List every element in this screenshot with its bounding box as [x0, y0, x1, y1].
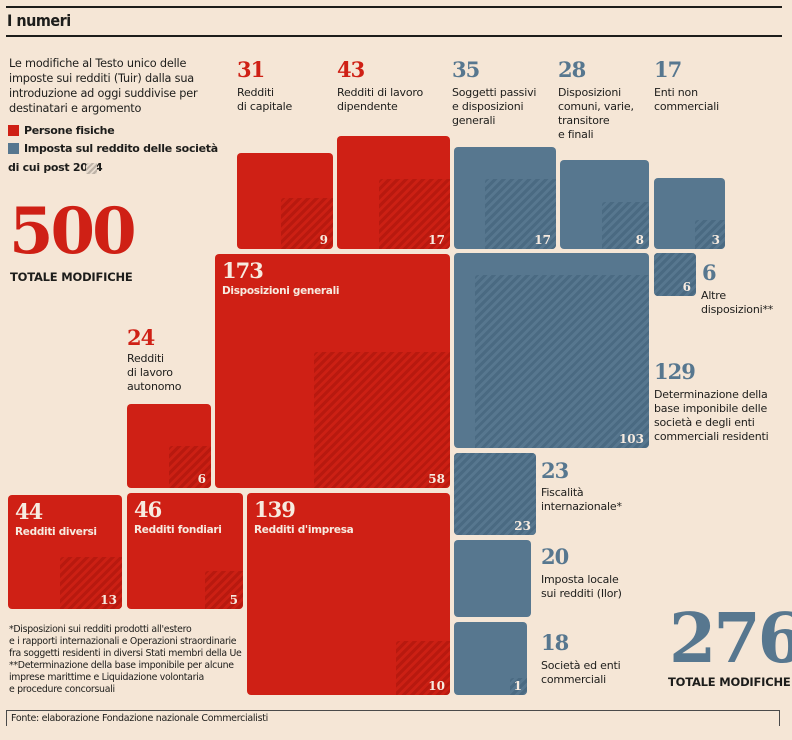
post2004-value: 3: [711, 233, 720, 247]
post2004-value: 103: [618, 432, 644, 446]
ilor-value: 20: [541, 544, 569, 569]
ilor-label: Imposta locale sui redditi (Ilor): [541, 573, 622, 600]
altre-label: Altre disposizioni**: [701, 289, 774, 316]
hatch-post2004: [695, 220, 725, 249]
fondiari-label: Redditi fondiari: [134, 524, 222, 536]
box-redditi-lavoro-dipendente: 17: [337, 136, 450, 249]
fondiari-value: 46: [134, 497, 162, 522]
post2004-value: 17: [534, 233, 551, 247]
total-label-societa: TOTALE MODIFICHE: [668, 675, 791, 689]
post2004-value: 23: [514, 519, 531, 533]
top-rule: [6, 6, 782, 8]
post2004-value: 10: [428, 679, 445, 693]
legend-label: di cui post 2004: [8, 161, 103, 174]
hatch-post2004: [281, 198, 333, 249]
dipendente-value: 43: [337, 57, 365, 82]
capitale-value: 31: [237, 57, 265, 82]
total-label-persone-fisiche: TOTALE MODIFICHE: [10, 270, 133, 284]
post2004-value: 13: [100, 593, 117, 607]
page-title: I numeri: [7, 11, 71, 30]
autonomo-label: Redditi di lavoro autonomo: [127, 352, 182, 393]
box-fiscalita-internazionale: 23: [454, 453, 536, 535]
hatch-post2004: [169, 446, 211, 488]
base-value: 129: [654, 359, 696, 384]
impresa-label: Redditi d'impresa: [254, 524, 354, 536]
post2004-value: 17: [428, 233, 445, 247]
post2004-value: 8: [635, 233, 644, 247]
societa-value: 18: [541, 630, 569, 655]
generali-label: Disposizioni generali: [222, 285, 340, 297]
box-disposizioni-comuni: 8: [560, 160, 649, 249]
box-redditi-fondiari: 46 Redditi fondiari 5: [127, 493, 243, 609]
base-label: Determinazione della base imponibile del…: [654, 388, 769, 443]
dipendente-label: Redditi di lavoro dipendente: [337, 86, 423, 113]
comuni-value: 28: [558, 57, 586, 82]
legend-label: Persone fisiche: [24, 124, 115, 137]
altre-value: 6: [702, 260, 717, 285]
diversi-label: Redditi diversi: [15, 526, 97, 538]
hatch-post2004: [510, 678, 527, 695]
autonomo-value: 24: [127, 325, 155, 350]
box-imposta-locale: [454, 540, 531, 617]
comuni-label: Disposizioni comuni, varie, transitore e…: [558, 86, 634, 141]
box-determinazione-base: 103: [454, 253, 649, 448]
post2004-value: 6: [682, 280, 691, 294]
legend-item-post-2004: di cui post 2004: [8, 161, 103, 174]
post2004-value: 5: [229, 593, 238, 607]
intro-text: Le modifiche al Testo unico delle impost…: [9, 57, 198, 115]
total-persone-fisiche: 500: [9, 194, 137, 269]
footnote: *Disposizioni sui redditi prodotti all'e…: [9, 624, 242, 695]
legend-label: Imposta sul reddito delle società: [24, 142, 218, 155]
enti-label: Enti non commerciali: [654, 86, 720, 113]
hatch-swatch-icon: [86, 163, 98, 174]
box-disposizioni-generali: 173 Disposizioni generali 58: [215, 254, 450, 488]
post2004-value: 1: [513, 679, 522, 693]
post2004-value: 6: [197, 472, 206, 486]
hatch-post2004: [602, 202, 649, 249]
hatch-post2004: [379, 179, 450, 249]
post2004-value: 58: [428, 472, 445, 486]
source-note: Fonte: elaborazione Fondazione nazionale…: [6, 710, 780, 726]
box-redditi-capitale: 9: [237, 153, 333, 249]
impresa-value: 139: [254, 497, 296, 522]
box-redditi-diversi: 44 Redditi diversi 13: [8, 495, 122, 609]
hatch-post2004: [654, 253, 696, 296]
box-societa-enti: 1: [454, 622, 527, 695]
hatch-post2004: [314, 352, 450, 488]
enti-value: 17: [654, 57, 682, 82]
hatch-post2004: [454, 453, 536, 535]
box-soggetti-passivi: 17: [454, 147, 556, 249]
legend-item-societa: Imposta sul reddito delle società: [8, 142, 218, 155]
red-swatch-icon: [8, 125, 19, 136]
hatch-post2004: [205, 571, 243, 609]
title-rule: [6, 35, 782, 37]
hatch-post2004: [60, 557, 122, 609]
fiscalita-label: Fiscalità internazionale*: [541, 486, 622, 513]
total-societa: 276: [669, 599, 792, 679]
legend-item-persone-fisiche: Persone fisiche: [8, 124, 115, 137]
diversi-value: 44: [15, 499, 43, 524]
hatch-post2004: [475, 275, 649, 448]
hatch-post2004: [485, 179, 556, 249]
box-redditi-impresa: 139 Redditi d'impresa 10: [247, 493, 450, 695]
box-enti-non-commerciali: 3: [654, 178, 725, 249]
soggetti-label: Soggetti passivi e disposizioni generali: [452, 86, 537, 127]
soggetti-value: 35: [452, 57, 480, 82]
blue-swatch-icon: [8, 143, 19, 154]
hatch-post2004: [396, 641, 450, 695]
generali-value: 173: [222, 258, 264, 283]
post2004-value: 9: [319, 233, 328, 247]
capitale-label: Redditi di capitale: [237, 86, 293, 113]
box-redditi-lavoro-autonomo: 6: [127, 404, 211, 488]
fiscalita-value: 23: [541, 458, 569, 483]
box-altre-disposizioni: 6: [654, 253, 696, 296]
societa-label: Società ed enti commerciali: [541, 659, 621, 686]
